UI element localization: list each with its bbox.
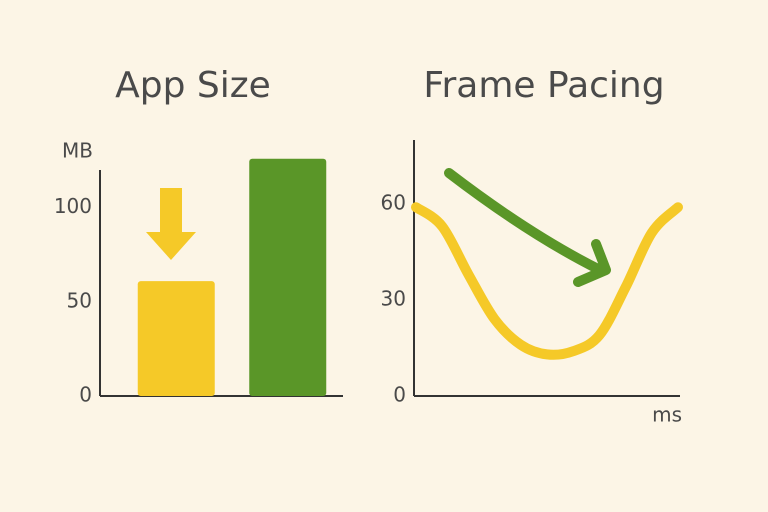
y-tick-label: 100	[54, 194, 92, 218]
trend-arrow-head	[573, 239, 611, 287]
y-axis-label: MB	[62, 139, 93, 163]
x-axis-label: ms	[652, 403, 682, 427]
y-tick-label: 0	[393, 383, 406, 407]
y-tick-label: 0	[79, 383, 92, 407]
y-tick-label: 60	[381, 191, 406, 215]
down-arrow-icon	[146, 188, 196, 260]
bar	[249, 158, 327, 396]
line	[411, 202, 683, 360]
y-tick-label: 50	[67, 288, 92, 312]
y-tick-label: 30	[381, 287, 406, 311]
chart-title: App Size	[115, 65, 271, 106]
bar	[137, 281, 215, 396]
trend-arrow-icon	[444, 168, 605, 275]
chart-title: Frame Pacing	[423, 65, 664, 106]
